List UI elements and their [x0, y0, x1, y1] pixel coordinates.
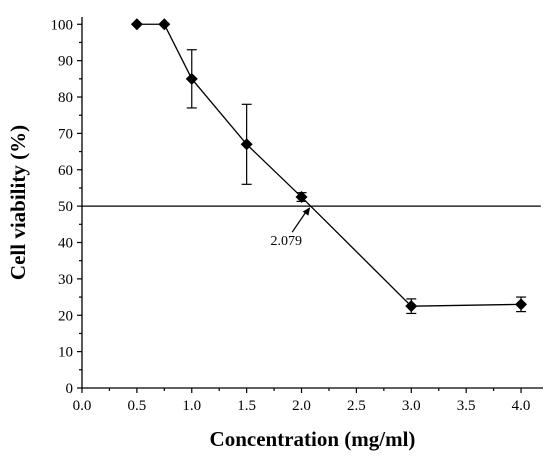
data-point-marker: [130, 18, 143, 31]
y-tick-label: 30: [58, 272, 73, 288]
y-axis-title: Cell viability (%): [6, 125, 30, 280]
y-tick-label: 20: [58, 308, 73, 324]
x-tick-label: 0.5: [128, 398, 147, 414]
error-bars: [186, 49, 527, 315]
y-tick-label: 100: [51, 17, 74, 33]
y-tick-label: 60: [58, 163, 73, 179]
data-point-marker: [158, 18, 171, 31]
x-axis-ticks: 0.0 0.5 1.0 1.5 2.0 2.5 3.0 3.5 4.0: [73, 388, 531, 414]
y-tick-label: 90: [58, 54, 73, 70]
data-point-marker: [185, 72, 198, 85]
y-tick-label: 40: [58, 236, 73, 252]
y-tick-label: 0: [66, 381, 74, 397]
x-axis-title: Concentration (mg/ml): [210, 427, 416, 451]
y-tick-label: 10: [58, 345, 73, 361]
data-point-marker: [295, 191, 308, 204]
x-tick-label: 2.0: [292, 398, 311, 414]
data-point-marker: [240, 138, 253, 151]
data-markers: [130, 18, 528, 313]
x-tick-label: 1.0: [182, 398, 201, 414]
x-tick-label: 3.5: [457, 398, 476, 414]
annotation-arrow-line: [291, 209, 308, 233]
data-point-marker: [515, 298, 528, 311]
x-tick-label: 4.0: [512, 398, 531, 414]
series-line: [136, 23, 522, 307]
x-tick-label: 0.0: [73, 398, 92, 414]
annotation-arrow-head: [302, 207, 311, 216]
y-axis-ticks: 0 10 20 30 40 50 60 70 80 90 100: [51, 17, 82, 397]
annotation-label: 2.079: [270, 234, 302, 249]
y-tick-label: 70: [58, 126, 73, 142]
annotation: 2.079: [270, 207, 311, 249]
x-tick-label: 3.0: [402, 398, 421, 414]
y-tick-label: 50: [58, 199, 73, 215]
x-tick-label: 2.5: [347, 398, 366, 414]
y-tick-label: 80: [58, 90, 73, 106]
data-point-marker: [405, 300, 418, 313]
x-tick-label: 1.5: [237, 398, 256, 414]
